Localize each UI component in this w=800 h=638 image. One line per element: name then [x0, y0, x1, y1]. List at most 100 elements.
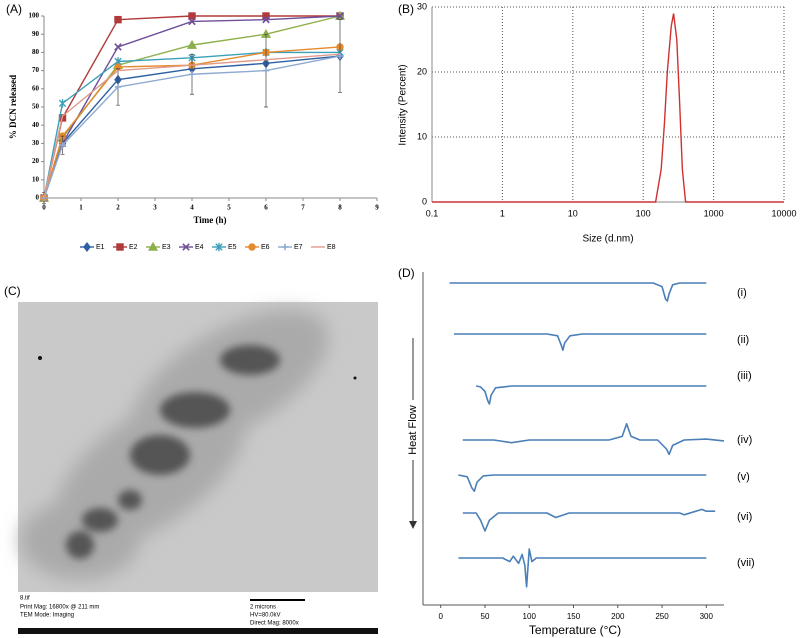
tem-mode: TEM Mode: Imaging [20, 613, 74, 619]
x-tick-label: 2 [116, 204, 120, 212]
y-tick-label: 60 [32, 84, 40, 92]
y-tick-label: 20 [417, 66, 427, 76]
marker [188, 71, 196, 78]
curve-label: (iii) [737, 370, 752, 382]
legend-label: E1 [96, 244, 105, 251]
marker [58, 99, 67, 108]
x-tick-label: 200 [611, 612, 625, 621]
legend-label: E5 [228, 244, 237, 251]
y-tick-label: 100 [29, 12, 40, 20]
legend-label: E6 [261, 244, 270, 251]
marker [114, 83, 122, 91]
tem-scale: 2 microns [250, 605, 276, 611]
marker [83, 241, 91, 253]
y-tick-label: 0 [422, 196, 427, 206]
x-tick-label: 1000 [704, 208, 724, 218]
x-tick-label: 7 [301, 204, 305, 212]
x-tick-label: 4 [190, 204, 194, 212]
y-tick-label: 80 [32, 48, 40, 56]
x-tick-label: 0 [42, 204, 46, 212]
thermogram [462, 508, 716, 532]
x-tick-label: 1 [79, 204, 83, 212]
thermogram [458, 548, 707, 588]
y-axis-label: Intensity (Percent) [398, 64, 409, 145]
tem-direct-mag: Direct Mag: 8000x [250, 621, 299, 627]
x-tick-label: 9 [375, 204, 379, 212]
series-line [432, 13, 784, 203]
series-line [43, 55, 341, 199]
x-tick-label: 6 [264, 204, 268, 212]
marker [114, 43, 122, 51]
x-tick-label: 1 [500, 208, 505, 218]
x-tick-label: 100 [523, 612, 537, 621]
marker [147, 241, 159, 251]
x-tick-label: 3 [153, 204, 157, 212]
marker [215, 242, 223, 252]
y-tick-label: 10 [417, 131, 427, 141]
tem-print-mag: Print Mag: 16800x @ 211 mm [20, 605, 99, 611]
y-tick-label: 50 [32, 103, 40, 111]
y-tick-label: 30 [32, 139, 40, 147]
legend-label: E3 [162, 244, 171, 251]
tem-hv: HV=80.0kV [250, 613, 281, 619]
series-line [43, 51, 340, 199]
x-axis-label: Temperature (°C) [529, 623, 621, 637]
panel-label: (B) [398, 2, 414, 16]
panel-label: (A) [6, 2, 22, 16]
x-tick-label: 5 [227, 204, 231, 212]
y-tick-label: 70 [32, 66, 40, 74]
y-tick-label: 10 [32, 175, 40, 183]
thermogram [475, 385, 707, 405]
x-axis-label: Size (d.nm) [582, 234, 633, 245]
marker [336, 12, 344, 20]
marker [262, 15, 270, 24]
marker [262, 67, 270, 74]
curve-label: (v) [737, 471, 750, 483]
thermogram [449, 282, 707, 302]
y-tick-label: 90 [32, 30, 40, 38]
series-line [43, 53, 341, 199]
x-tick-label: 0.1 [426, 208, 439, 218]
x-tick-label: 100 [636, 208, 651, 218]
curve-label: (vii) [737, 557, 755, 569]
curve-label: (vi) [737, 511, 752, 523]
curve-label: (ii) [737, 334, 749, 346]
marker [59, 142, 66, 149]
legend-label: E8 [327, 244, 336, 251]
legend-label: E4 [195, 244, 204, 251]
curve-label: (iv) [737, 434, 752, 446]
curve-label: (i) [737, 287, 747, 299]
panel-label: (C) [4, 284, 21, 298]
x-tick-label: 150 [567, 612, 581, 621]
x-axis-label: Time (h) [193, 215, 226, 225]
x-tick-label: 10000 [771, 208, 796, 218]
marker [182, 243, 190, 251]
legend-label: E7 [294, 244, 303, 251]
marker [114, 15, 122, 24]
marker [336, 52, 344, 60]
x-tick-label: 8 [338, 204, 342, 212]
y-tick-label: 20 [32, 157, 40, 165]
tem-file: 8.tif [20, 596, 30, 602]
thermogram [462, 423, 725, 456]
marker [116, 243, 124, 251]
y-tick-label: 30 [417, 1, 427, 11]
y-axis-label: % DCN released [8, 75, 18, 139]
y-tick-label: 0 [36, 194, 40, 202]
x-tick-label: 50 [481, 612, 490, 621]
y-tick-label: 40 [32, 121, 40, 129]
marker [248, 243, 256, 251]
x-tick-label: 300 [700, 612, 714, 621]
thermogram [453, 333, 707, 351]
marker [281, 243, 289, 251]
y-axis-label: Heat Flow [407, 405, 419, 455]
marker [188, 17, 196, 26]
x-tick-label: 10 [568, 208, 578, 218]
marker [188, 12, 196, 20]
series-line [43, 46, 341, 199]
thermogram [458, 474, 707, 492]
tem-image [18, 302, 378, 638]
panel-label: (D) [398, 266, 415, 280]
